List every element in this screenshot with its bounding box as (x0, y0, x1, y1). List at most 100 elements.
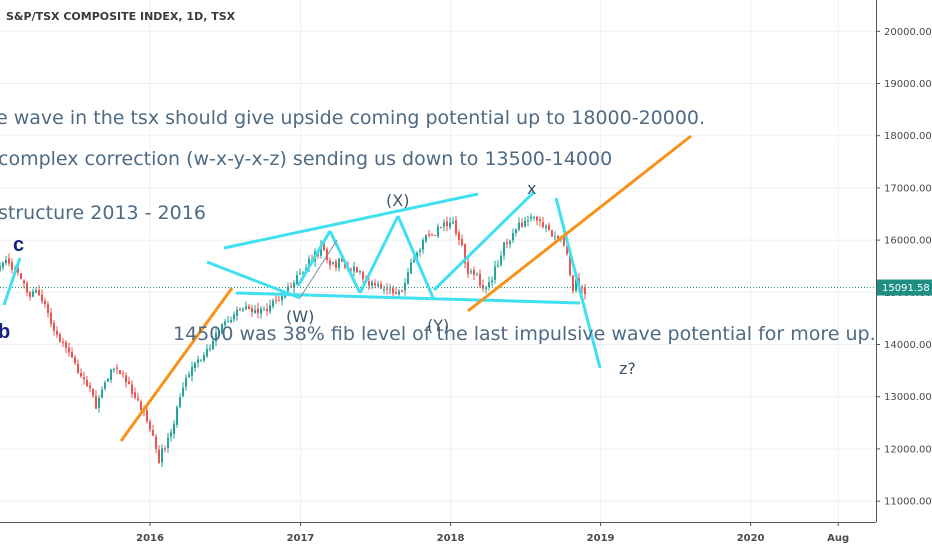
candle-body (341, 258, 343, 262)
cyan-wave-x-leg[interactable] (432, 190, 536, 292)
candle-body (254, 309, 256, 314)
y-tick-label: 17000.00 (884, 183, 932, 194)
candle-body (320, 244, 322, 256)
candle-body (116, 367, 118, 369)
candle-body (374, 282, 376, 286)
cyan-wave-up-1[interactable] (296, 230, 332, 287)
candle-body (512, 232, 514, 241)
candle-body (101, 389, 103, 398)
wave-label-w[interactable]: (W) (286, 307, 314, 326)
y-tick-label: 20000.00 (884, 27, 932, 38)
candle-body (398, 291, 400, 295)
candle-body (545, 225, 547, 229)
candle-body (236, 309, 238, 316)
candle-body (449, 222, 451, 228)
wave-label-z[interactable]: z? (619, 359, 636, 378)
candle-body (446, 221, 448, 227)
candle-body (302, 272, 304, 275)
x-tick-label: 2019 (587, 533, 615, 544)
candle-body (20, 272, 22, 280)
candle-body (575, 279, 577, 291)
candle-body (239, 309, 241, 311)
candle-body (326, 249, 328, 261)
orange-projection-line[interactable] (467, 134, 692, 313)
candle-body (179, 397, 181, 408)
wave-label-x-minor[interactable]: x (527, 179, 536, 198)
candle-body (413, 260, 415, 263)
candle-body (197, 359, 199, 363)
candle-body (65, 342, 67, 348)
wave-label-b[interactable]: b (0, 321, 10, 343)
candle-body (434, 235, 436, 237)
candle-body (125, 375, 127, 383)
candle-body (332, 261, 334, 264)
candle-body (422, 240, 424, 250)
grid-layer (0, 0, 876, 522)
candle-body (386, 288, 388, 290)
candle-body (38, 289, 40, 296)
candle-body (539, 219, 541, 221)
annotation-fib[interactable]: 14500 was 38% fib level of the last impu… (173, 323, 876, 345)
candle-body (47, 304, 49, 313)
annotation-upside[interactable]: e wave in the tsx should give upside com… (0, 107, 705, 129)
candle-body (77, 363, 79, 373)
candle-body (281, 295, 283, 301)
candle-body (455, 220, 457, 234)
cyan-wave-up-2[interactable] (358, 215, 400, 294)
candle-body (71, 351, 73, 358)
annotation-structure[interactable]: structure 2013 - 2016 (0, 202, 206, 224)
candle-body (296, 275, 298, 285)
candle-body (443, 222, 445, 227)
candle-body (488, 282, 490, 287)
wave-label-y[interactable]: (Y) (427, 316, 449, 335)
candle-body (503, 242, 505, 256)
candle-body (548, 224, 550, 231)
candle-body (323, 243, 325, 250)
candle-body (404, 282, 406, 291)
candle-body (152, 430, 154, 436)
candle-body (572, 275, 574, 292)
candle-body (470, 271, 472, 273)
candle-body (533, 216, 535, 218)
cyan-wave-z-leg[interactable] (554, 197, 602, 369)
candle-body (173, 423, 175, 434)
x-tick-label: Aug (827, 533, 849, 544)
candle-body (338, 258, 340, 269)
cyan-trendline-upper[interactable] (223, 192, 479, 250)
grey-diagonal-line[interactable] (299, 239, 338, 299)
candle-body (215, 332, 217, 342)
cyan-wave-a-leg[interactable] (206, 260, 301, 300)
candle-body (188, 374, 190, 378)
candle-body (149, 421, 151, 430)
cyan-wave-down-2[interactable] (396, 215, 436, 301)
candle-body (200, 359, 202, 361)
wave-label-c[interactable]: c (13, 234, 24, 256)
annotation-layer: S&P/TSX COMPOSITE INDEX, 1D, TSX e wave … (0, 10, 876, 378)
annotation-correction[interactable]: complex correction (w-x-y-x-z) sending u… (0, 148, 612, 170)
candle-body (257, 308, 259, 313)
cyan-wave-down-1[interactable] (328, 230, 362, 294)
candle-body (110, 369, 112, 381)
candle-body (245, 306, 247, 310)
candle-body (212, 340, 214, 350)
candle-body (428, 234, 430, 236)
candle-body (356, 267, 358, 273)
candle-body (419, 249, 421, 252)
candle-body (119, 370, 121, 375)
candle-body (350, 269, 352, 271)
candle-body (17, 267, 19, 273)
candle-body (278, 300, 280, 302)
orange-support-line[interactable] (119, 287, 234, 442)
candle-body (56, 330, 58, 335)
candle-body (8, 258, 10, 264)
wave-label-x-major[interactable]: (X) (386, 191, 409, 210)
candle-body (500, 255, 502, 265)
candle-body (203, 354, 205, 361)
candle-body (557, 236, 559, 239)
candle-body (329, 260, 331, 266)
cyan-wave-c-leg[interactable] (2, 257, 22, 306)
candle-body (518, 222, 520, 230)
